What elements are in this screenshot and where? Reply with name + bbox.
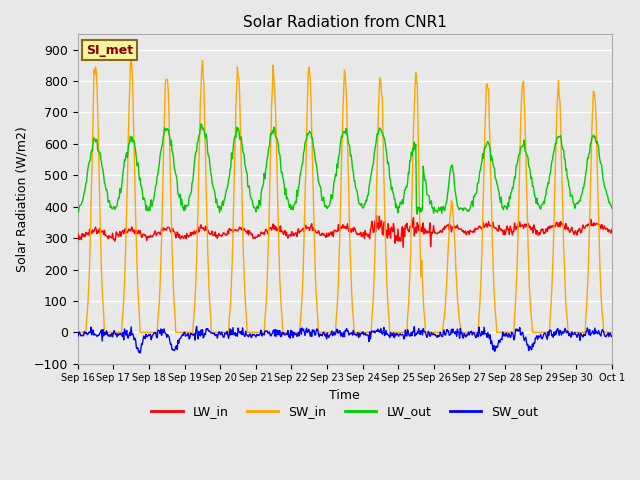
Legend: LW_in, SW_in, LW_out, SW_out: LW_in, SW_in, LW_out, SW_out — [147, 400, 543, 423]
Text: SI_met: SI_met — [86, 44, 132, 57]
X-axis label: Time: Time — [330, 389, 360, 402]
Y-axis label: Solar Radiation (W/m2): Solar Radiation (W/m2) — [15, 126, 28, 272]
Title: Solar Radiation from CNR1: Solar Radiation from CNR1 — [243, 15, 447, 30]
